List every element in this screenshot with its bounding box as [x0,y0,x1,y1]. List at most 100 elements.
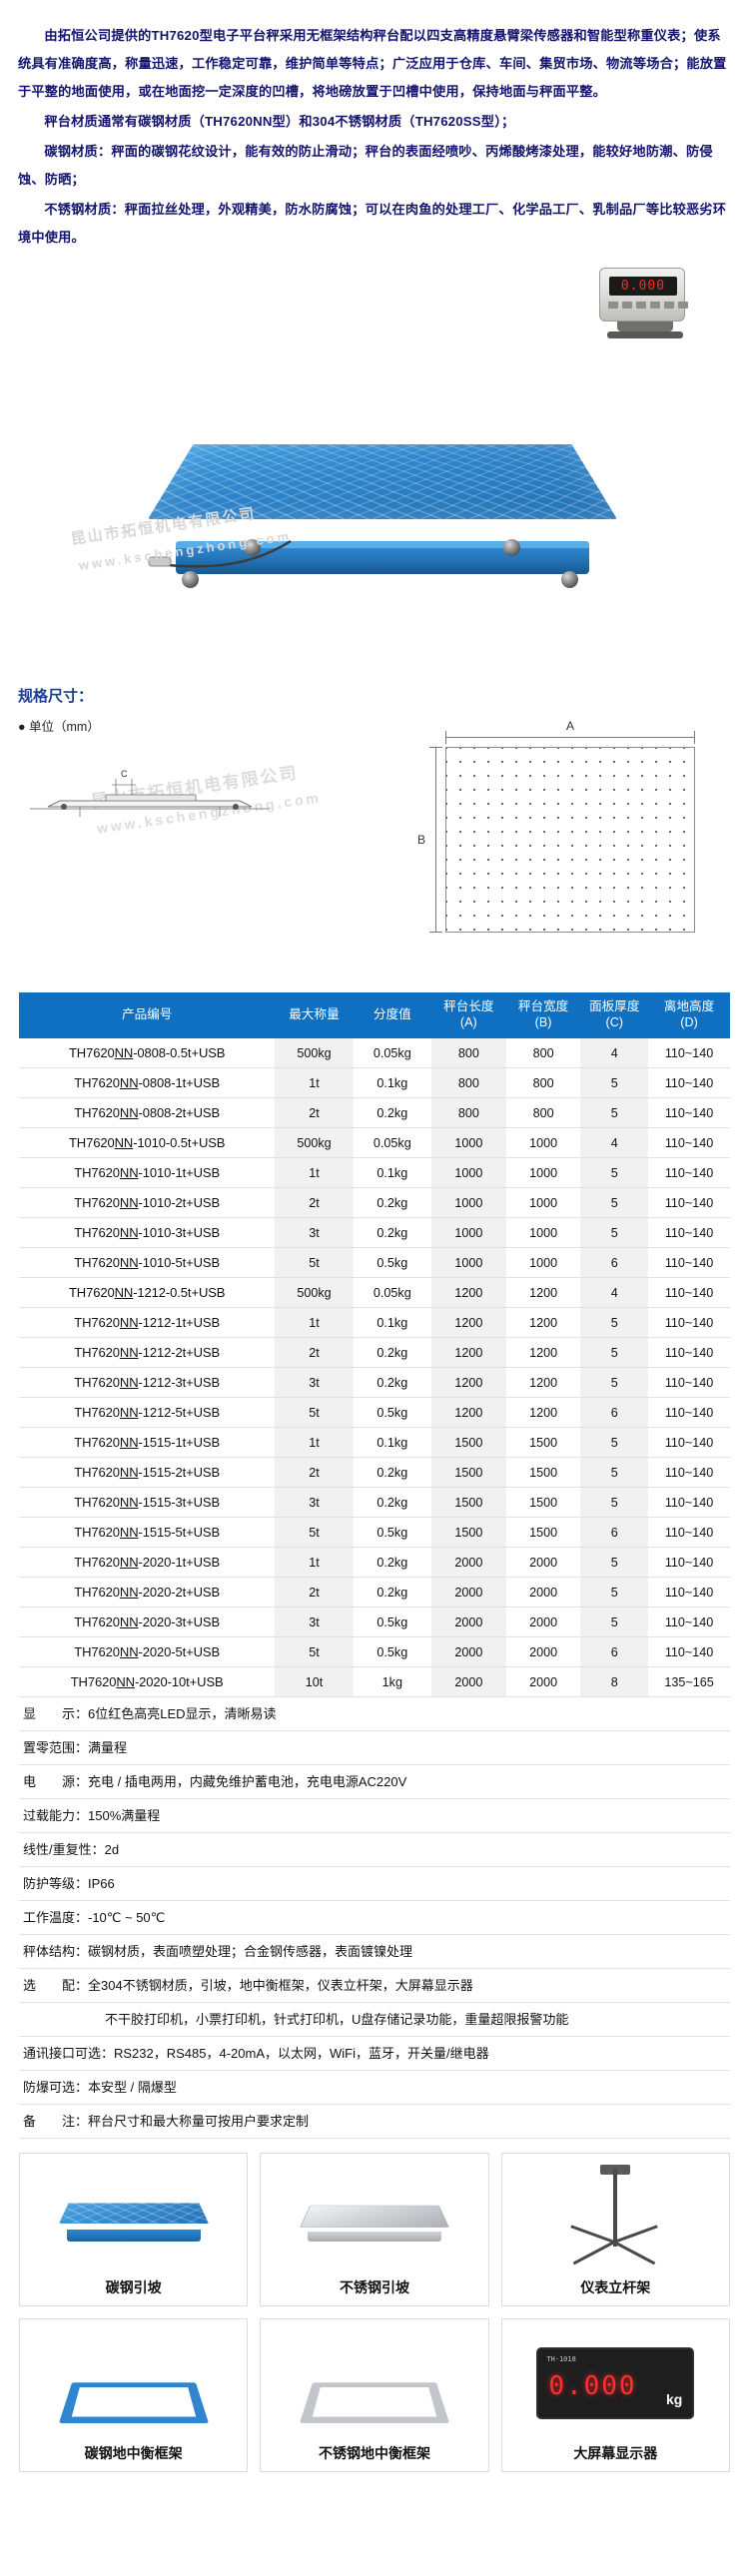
indicator-keypad [608,302,688,309]
cell-width: 1500 [505,1517,581,1548]
parameter-row: 选 配：全304不锈钢材质，引坡，地中衡框架，仪表立杆架，大屏幕显示器 [19,1969,730,2003]
model-prefix: TH7620 [74,1644,120,1659]
cell-thickness: 8 [580,1666,649,1697]
model-material-code: NN [114,1135,134,1150]
cell-ground-height: 110~140 [648,1547,730,1578]
table-row: TH7620NN-1010-3t+USB 3t 0.2kg 1000 1000 5 110~… [19,1217,730,1248]
cell-division: 0.1kg [353,1307,431,1338]
model-suffix: -0808-0.5t+USB [133,1045,226,1060]
parameter-row: 置零范围：满量程 [19,1731,730,1765]
cell-width: 800 [505,1038,581,1068]
accessory-card[interactable]: 碳钢地中衡框架 [19,2318,249,2472]
parameter-row: 显 示：6位红色高亮LED显示，清晰易读 [19,1697,730,1731]
cell-model: TH7620NN-1010-5t+USB [19,1247,276,1278]
model-suffix: -1212-5t+USB [138,1405,221,1420]
accessory-label: 仪表立杆架 [580,2279,651,2295]
dimension-b: B [417,747,442,933]
cell-ground-height: 110~140 [648,1607,730,1637]
intro-paragraph-1: 由拓恒公司提供的TH7620型电子平台秤采用无框架结构秤台配以四支高精度悬臂梁传… [18,28,727,99]
cell-thickness: 5 [580,1097,649,1128]
accessory-card[interactable]: 碳钢引坡 [19,2153,249,2306]
platform-top-pattern [445,747,695,933]
table-row: TH7620NN-1010-0.5t+USB 500kg 0.05kg 1000 100… [19,1127,730,1158]
model-material-code: NN [119,1614,139,1629]
cell-width: 2000 [505,1547,581,1578]
col-header-height-line1: 离地高度 [663,999,715,1013]
cell-ground-height: 110~140 [648,1517,730,1548]
model-prefix: TH7620 [74,1255,120,1270]
cell-length: 2000 [430,1547,506,1578]
cell-length: 800 [430,1067,506,1098]
model-prefix: TH7620 [74,1405,120,1420]
side-elevation-drawing: C [30,769,270,817]
platform-edge-highlight [176,541,589,551]
model-material-code: NN [119,1345,139,1360]
cell-model: TH7620NN-1010-0.5t+USB [19,1127,276,1158]
accessory-card[interactable]: 不锈钢引坡 [260,2153,489,2306]
parameter-row: 通讯接口可选：RS232，RS485，4-20mA，以太网，WiFi，蓝牙，开关… [19,2037,730,2071]
cell-capacity: 500kg [275,1038,354,1068]
model-suffix: -1515-1t+USB [138,1435,221,1450]
cell-ground-height: 110~140 [648,1067,730,1098]
model-suffix: -2020-10t+USB [134,1674,224,1689]
platform-foot [182,571,199,588]
model-suffix: -1010-0.5t+USB [133,1135,226,1150]
accessory-card[interactable]: 不锈钢地中衡框架 [260,2318,489,2472]
cell-thickness: 5 [580,1367,649,1398]
cell-ground-height: 110~140 [648,1337,730,1368]
cell-ground-height: 110~140 [648,1187,730,1218]
cell-capacity: 5t [275,1517,354,1548]
col-header-thickness-line2: (C) [605,1015,623,1029]
cell-capacity: 2t [275,1187,354,1218]
cell-capacity: 3t [275,1487,354,1518]
product-model-table: 产品编号 最大称量 分度值 秤台长度 (A) 秤台宽度 (B) 面板厚度 [19,992,730,1697]
stainless-steel-pit-frame-icon [267,2329,481,2437]
model-material-code: NN [119,1105,139,1120]
col-header-capacity: 最大称量 [275,992,354,1038]
spec-section-title: 规格尺寸： [18,688,94,705]
table-row: TH7620NN-1212-0.5t+USB 500kg 0.05kg 1200 120… [19,1277,730,1308]
cell-ground-height: 110~140 [648,1127,730,1158]
cell-model: TH7620NN-2020-1t+USB [19,1547,276,1578]
cell-division: 0.2kg [353,1097,431,1128]
accessory-card[interactable]: 仪表立杆架 [500,2153,730,2306]
cell-length: 1500 [430,1457,506,1488]
table-row: TH7620NN-1212-1t+USB 1t 0.1kg 1200 1200 5 110~… [19,1307,730,1338]
cell-thickness: 5 [580,1607,649,1637]
cell-thickness: 6 [580,1247,649,1278]
model-suffix: -1515-3t+USB [138,1495,221,1510]
cell-length: 1200 [430,1277,506,1308]
col-header-width-line2: (B) [534,1015,552,1029]
cell-ground-height: 135~165 [648,1666,730,1697]
accessory-label: 碳钢引坡 [105,2279,162,2295]
model-material-code: NN [119,1555,139,1570]
cell-division: 0.1kg [353,1067,431,1098]
model-prefix: TH7620 [70,1674,117,1689]
cell-model: TH7620NN-2020-10t+USB [19,1666,276,1697]
cell-model: TH7620NN-1212-3t+USB [19,1367,276,1398]
model-prefix: TH7620 [74,1555,120,1570]
model-suffix: -1212-0.5t+USB [133,1285,226,1300]
dimension-a-label: A [559,719,581,733]
cell-width: 1200 [505,1277,581,1308]
cell-model: TH7620NN-2020-5t+USB [19,1636,276,1667]
cell-capacity: 2t [275,1337,354,1368]
intro-paragraph-2: 秤台材质通常有碳钢材质（TH7620NN型）和304不锈钢材质（TH7620SS… [44,114,515,129]
cell-thickness: 5 [580,1457,649,1488]
accessory-card[interactable]: TH-1018 0.000 kg 大屏幕显示器 [500,2318,730,2472]
parameter-row: 线性/重复性：2d [19,1833,730,1867]
table-header: 产品编号 最大称量 分度值 秤台长度 (A) 秤台宽度 (B) 面板厚度 [19,992,730,1038]
model-material-code: NN [119,1375,139,1390]
top-view-drawing: A B [399,707,719,947]
cell-capacity: 5t [275,1247,354,1278]
col-header-division-line1: 分度值 [373,1007,411,1021]
model-material-code: NN [119,1585,139,1600]
table-row: TH7620NN-1515-3t+USB 3t 0.2kg 1500 1500 5 110~… [19,1487,730,1518]
cell-capacity: 3t [275,1367,354,1398]
cell-thickness: 5 [580,1217,649,1248]
cell-length: 1000 [430,1187,506,1218]
cell-ground-height: 110~140 [648,1427,730,1458]
cell-length: 1000 [430,1247,506,1278]
table-header-row: 产品编号 最大称量 分度值 秤台长度 (A) 秤台宽度 (B) 面板厚度 [19,992,730,1038]
carbon-steel-ramp-icon [26,2164,241,2271]
